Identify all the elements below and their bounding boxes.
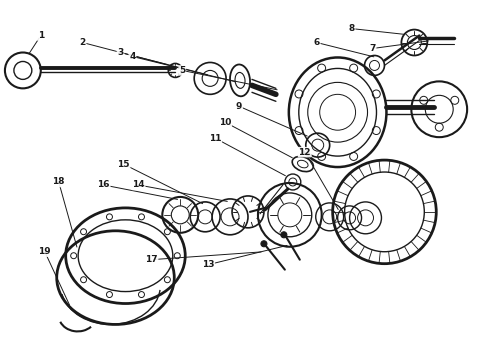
Text: 1: 1 <box>38 31 44 40</box>
Text: 15: 15 <box>117 159 130 168</box>
Text: 2: 2 <box>79 38 86 47</box>
Text: 8: 8 <box>348 24 355 33</box>
Text: 16: 16 <box>98 180 110 189</box>
Text: 13: 13 <box>202 260 215 269</box>
Text: 3: 3 <box>118 48 123 57</box>
Text: 5: 5 <box>179 66 185 75</box>
Text: 11: 11 <box>209 134 221 143</box>
Text: 7: 7 <box>369 44 376 53</box>
Text: 12: 12 <box>298 148 311 157</box>
Circle shape <box>261 241 267 247</box>
Text: 14: 14 <box>132 180 145 189</box>
Text: 19: 19 <box>38 247 51 256</box>
Text: 6: 6 <box>314 38 320 47</box>
Text: 4: 4 <box>129 52 136 61</box>
Text: 18: 18 <box>52 177 65 186</box>
Text: 9: 9 <box>236 102 242 111</box>
Text: 10: 10 <box>219 118 231 127</box>
Text: 17: 17 <box>145 255 158 264</box>
Circle shape <box>281 232 287 238</box>
